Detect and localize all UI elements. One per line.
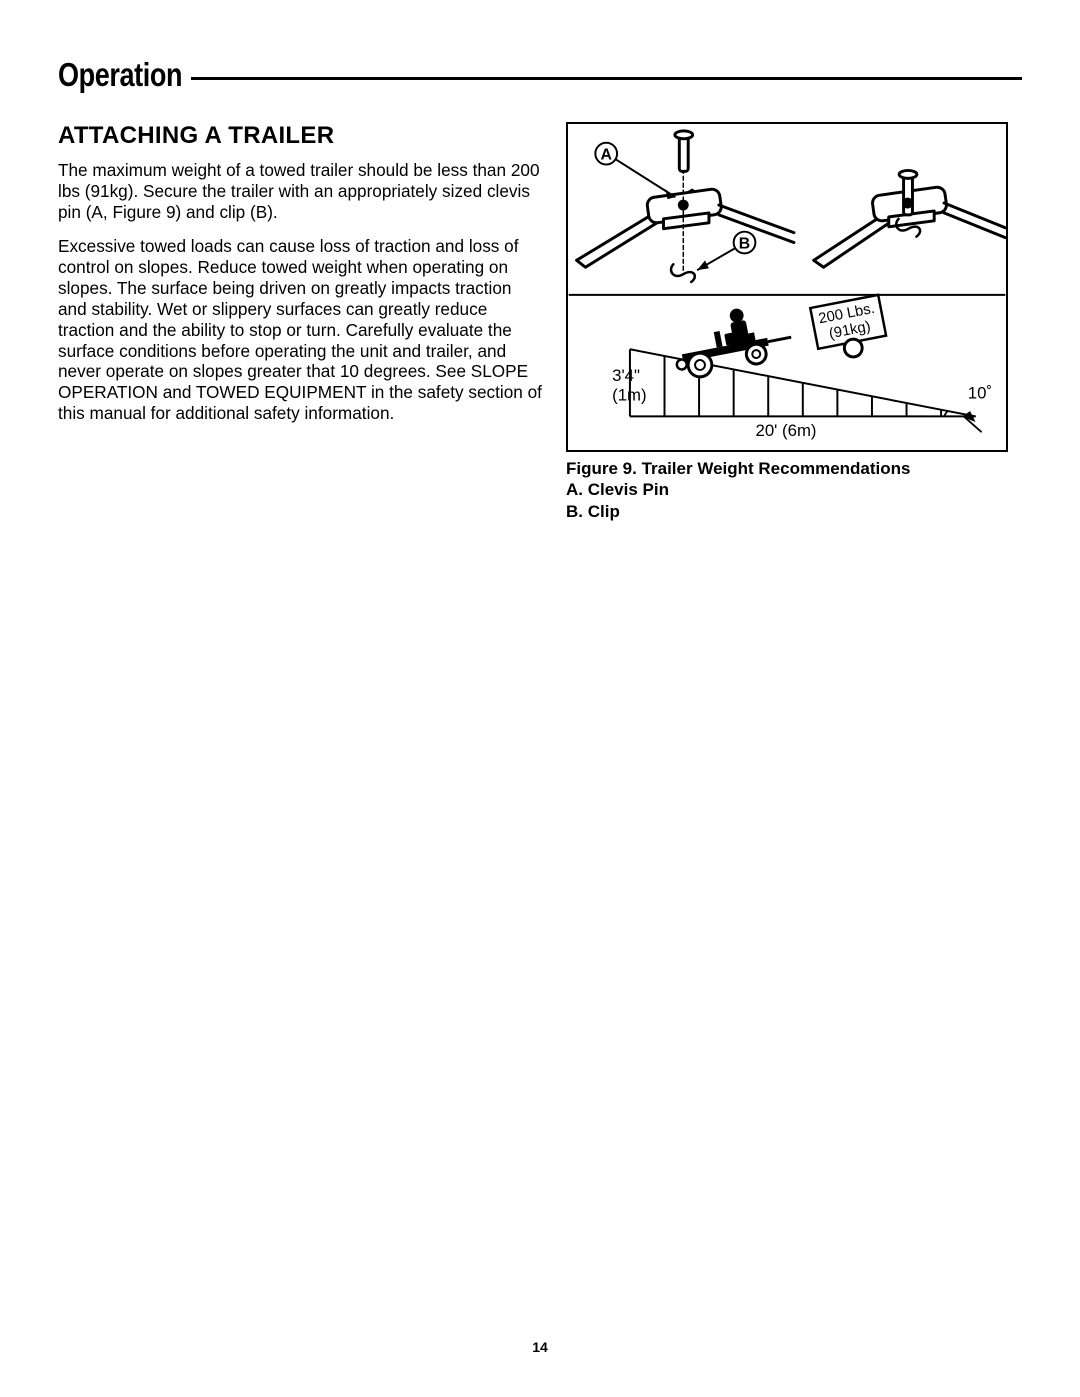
caption-line: A. Clevis Pin: [566, 479, 1022, 500]
figure-box: A B: [566, 122, 1008, 452]
svg-text:A: A: [601, 147, 612, 164]
figure-caption: Figure 9. Trailer Weight Recommendations…: [566, 458, 1022, 522]
caption-line: Figure 9. Trailer Weight Recommendations: [566, 458, 1022, 479]
callout-a: A: [595, 143, 675, 199]
section-rule: [191, 77, 1022, 80]
angle-label: 10˚: [968, 384, 992, 403]
run-label: 20' (6m): [755, 421, 816, 440]
section-header: Operation: [58, 56, 1022, 94]
section-title: Operation: [58, 56, 182, 94]
svg-text:B: B: [739, 235, 750, 252]
article-heading: ATTACHING A TRAILER: [58, 122, 542, 150]
height-m-label: (1m): [612, 386, 647, 405]
paragraph: The maximum weight of a towed trailer sh…: [58, 160, 542, 222]
page-number: 14: [0, 1339, 1080, 1355]
trailer-diagram: A B: [568, 124, 1006, 450]
caption-line: B. Clip: [566, 501, 1022, 522]
figure-column: A B: [566, 122, 1022, 522]
paragraph: Excessive towed loads can cause loss of …: [58, 236, 542, 423]
text-column: ATTACHING A TRAILER The maximum weight o…: [58, 122, 542, 438]
height-ft-label: 3'4": [612, 366, 640, 385]
callout-b: B: [697, 232, 755, 271]
